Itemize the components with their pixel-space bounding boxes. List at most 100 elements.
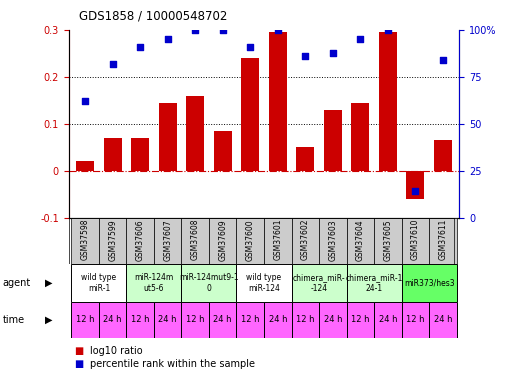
Bar: [182, 302, 209, 338]
Text: wild type
miR-1: wild type miR-1: [81, 273, 117, 293]
Bar: [237, 264, 291, 302]
Bar: [214, 131, 232, 171]
Text: GSM37601: GSM37601: [274, 219, 282, 260]
Text: GSM37602: GSM37602: [301, 219, 310, 260]
Text: GSM37598: GSM37598: [81, 219, 90, 260]
Text: 12 h: 12 h: [241, 315, 259, 324]
Text: ■: ■: [74, 359, 83, 369]
Text: miR373/hes3: miR373/hes3: [404, 279, 455, 288]
Bar: [402, 264, 457, 302]
Text: 24 h: 24 h: [269, 315, 287, 324]
Text: 12 h: 12 h: [296, 315, 315, 324]
Bar: [407, 171, 425, 199]
Bar: [402, 217, 429, 264]
Bar: [159, 103, 177, 171]
Point: [411, 188, 420, 194]
Text: GSM37606: GSM37606: [136, 219, 145, 261]
Text: chimera_miR-1
24-1: chimera_miR-1 24-1: [345, 273, 403, 293]
Bar: [291, 264, 346, 302]
Point: [301, 53, 309, 59]
Text: ■: ■: [74, 346, 83, 355]
Point: [136, 44, 144, 50]
Text: GSM37611: GSM37611: [438, 219, 447, 260]
Text: chimera_miR-
-124: chimera_miR- -124: [293, 273, 345, 293]
Text: 24 h: 24 h: [213, 315, 232, 324]
Text: wild type
miR-124: wild type miR-124: [247, 273, 281, 293]
Bar: [76, 161, 94, 171]
Point: [164, 36, 172, 42]
Bar: [71, 302, 99, 338]
Bar: [429, 217, 457, 264]
Text: miR-124m
ut5-6: miR-124m ut5-6: [134, 273, 174, 293]
Bar: [346, 264, 402, 302]
Point: [219, 27, 227, 33]
Point: [81, 98, 89, 104]
Point: [356, 36, 364, 42]
Bar: [154, 302, 182, 338]
Bar: [346, 217, 374, 264]
Bar: [241, 58, 259, 171]
Text: GSM37599: GSM37599: [108, 219, 117, 261]
Text: 12 h: 12 h: [131, 315, 149, 324]
Point: [191, 27, 200, 33]
Bar: [71, 264, 126, 302]
Bar: [264, 217, 291, 264]
Bar: [126, 217, 154, 264]
Bar: [429, 302, 457, 338]
Bar: [291, 302, 319, 338]
Point: [384, 27, 392, 33]
Bar: [209, 217, 237, 264]
Text: ▶: ▶: [45, 278, 52, 288]
Bar: [379, 32, 397, 171]
Bar: [103, 138, 121, 171]
Text: GSM37609: GSM37609: [218, 219, 227, 261]
Bar: [126, 302, 154, 338]
Bar: [434, 140, 452, 171]
Text: GDS1858 / 10000548702: GDS1858 / 10000548702: [79, 9, 228, 22]
Text: 12 h: 12 h: [406, 315, 425, 324]
Bar: [154, 217, 182, 264]
Text: GSM37600: GSM37600: [246, 219, 254, 261]
Text: log10 ratio: log10 ratio: [90, 346, 143, 355]
Text: GSM37603: GSM37603: [328, 219, 337, 261]
Bar: [346, 302, 374, 338]
Text: 24 h: 24 h: [158, 315, 177, 324]
Bar: [186, 96, 204, 171]
Bar: [351, 103, 369, 171]
Text: GSM37605: GSM37605: [383, 219, 392, 261]
Point: [246, 44, 254, 50]
Bar: [237, 302, 264, 338]
Text: GSM37604: GSM37604: [356, 219, 365, 261]
Bar: [324, 110, 342, 171]
Point: [439, 57, 447, 63]
Text: ▶: ▶: [45, 315, 52, 325]
Text: 12 h: 12 h: [76, 315, 95, 324]
Text: 24 h: 24 h: [379, 315, 397, 324]
Bar: [209, 302, 237, 338]
Bar: [291, 217, 319, 264]
Bar: [182, 217, 209, 264]
Bar: [99, 217, 126, 264]
Bar: [71, 217, 99, 264]
Text: miR-124mut9-1
0: miR-124mut9-1 0: [179, 273, 239, 293]
Text: 24 h: 24 h: [324, 315, 342, 324]
Bar: [99, 302, 126, 338]
Bar: [374, 302, 402, 338]
Bar: [264, 302, 291, 338]
Text: agent: agent: [3, 278, 31, 288]
Text: percentile rank within the sample: percentile rank within the sample: [90, 359, 254, 369]
Text: GSM37608: GSM37608: [191, 219, 200, 260]
Text: GSM37610: GSM37610: [411, 219, 420, 260]
Bar: [269, 32, 287, 171]
Text: GSM37607: GSM37607: [163, 219, 172, 261]
Bar: [374, 217, 402, 264]
Text: 24 h: 24 h: [103, 315, 122, 324]
Bar: [131, 138, 149, 171]
Bar: [402, 302, 429, 338]
Bar: [319, 217, 346, 264]
Bar: [126, 264, 182, 302]
Text: 24 h: 24 h: [433, 315, 452, 324]
Point: [108, 61, 117, 67]
Bar: [296, 147, 314, 171]
Point: [328, 50, 337, 55]
